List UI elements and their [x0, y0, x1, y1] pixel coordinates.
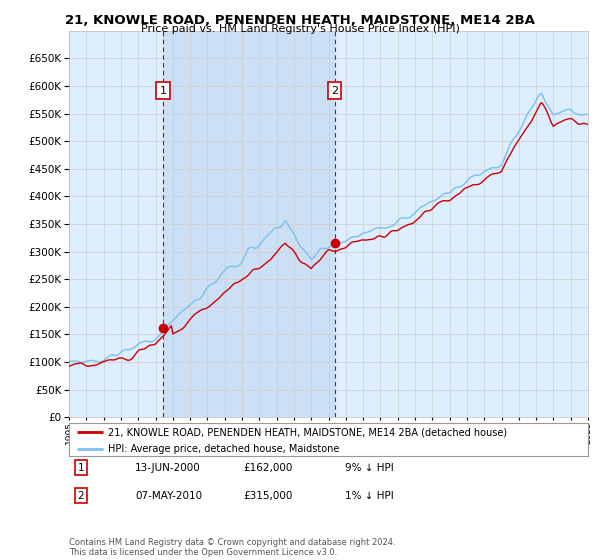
Text: 21, KNOWLE ROAD, PENENDEN HEATH, MAIDSTONE, ME14 2BA: 21, KNOWLE ROAD, PENENDEN HEATH, MAIDSTO…	[65, 14, 535, 27]
Text: 2: 2	[331, 86, 338, 96]
Bar	[163, 31, 335, 417]
Text: HPI: Average price, detached house, Maidstone: HPI: Average price, detached house, Maid…	[108, 444, 340, 454]
Text: £162,000: £162,000	[243, 463, 292, 473]
Text: 9% ↓ HPI: 9% ↓ HPI	[345, 463, 394, 473]
Text: 07-MAY-2010: 07-MAY-2010	[135, 491, 202, 501]
Text: £315,000: £315,000	[243, 491, 292, 501]
Text: Price paid vs. HM Land Registry's House Price Index (HPI): Price paid vs. HM Land Registry's House …	[140, 24, 460, 34]
Text: 1: 1	[77, 463, 85, 473]
Text: 13-JUN-2000: 13-JUN-2000	[135, 463, 201, 473]
Text: 1: 1	[160, 86, 167, 96]
Text: 21, KNOWLE ROAD, PENENDEN HEATH, MAIDSTONE, ME14 2BA (detached house): 21, KNOWLE ROAD, PENENDEN HEATH, MAIDSTO…	[108, 427, 507, 437]
Text: 2: 2	[77, 491, 85, 501]
Text: Contains HM Land Registry data © Crown copyright and database right 2024.
This d: Contains HM Land Registry data © Crown c…	[69, 538, 395, 557]
Text: 1% ↓ HPI: 1% ↓ HPI	[345, 491, 394, 501]
